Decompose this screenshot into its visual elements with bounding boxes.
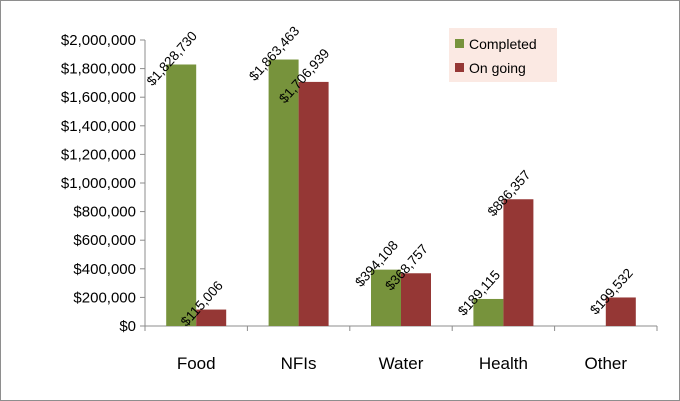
- y-tick-label: $200,000: [73, 289, 136, 306]
- bar-completed-health: [473, 298, 504, 326]
- y-tick-label: $0: [119, 318, 136, 335]
- legend-box: [449, 28, 557, 82]
- y-tick-label: $1,600,000: [61, 89, 136, 106]
- y-tick-label: $1,000,000: [61, 175, 136, 192]
- y-tick-label: $1,800,000: [61, 61, 136, 78]
- y-tick-label: $600,000: [73, 232, 136, 249]
- y-tick-label: $800,000: [73, 204, 136, 221]
- bar-on-going-health: [503, 199, 534, 326]
- x-tick-label-other: Other: [585, 354, 628, 373]
- y-tick-label: $2,000,000: [61, 32, 136, 49]
- axes-layer: $0 $200,000 $400,000 $600,000 $800,000 $1,000…: [61, 32, 658, 373]
- bar-completed-nfis: [268, 59, 299, 327]
- y-tick-label: $1,200,000: [61, 146, 136, 163]
- bar-completed-water: [371, 269, 401, 326]
- legend-swatch-on-going: [455, 63, 464, 72]
- legend-swatch-completed: [455, 39, 464, 48]
- y-tick-label: $1,400,000: [61, 118, 136, 135]
- bar-on-going-other: [605, 297, 636, 326]
- bar-on-going-food: [196, 309, 227, 326]
- x-tick-label-nfis: NFIs: [281, 354, 317, 373]
- x-tick-label-health: Health: [479, 354, 528, 373]
- x-tick-label-water: Water: [379, 354, 424, 373]
- y-tick-label: $400,000: [73, 261, 136, 278]
- bar-on-going-nfis: [298, 81, 329, 327]
- data-labels-layer: $1,828,730 $1,863,463$394,108$189,115$115…: [144, 23, 636, 329]
- legend: Completed On going: [449, 28, 557, 82]
- bar-on-going-water: [401, 273, 431, 326]
- legend-label-completed: Completed: [469, 36, 537, 52]
- x-tick-label-food: Food: [177, 354, 216, 373]
- bar-completed-food: [166, 64, 197, 326]
- bars-layer: [166, 59, 636, 327]
- legend-label-on-going: On going: [469, 60, 526, 76]
